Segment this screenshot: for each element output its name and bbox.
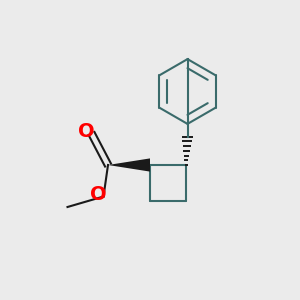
Text: O: O (78, 122, 94, 142)
Polygon shape (108, 158, 150, 172)
Text: O: O (90, 185, 106, 205)
